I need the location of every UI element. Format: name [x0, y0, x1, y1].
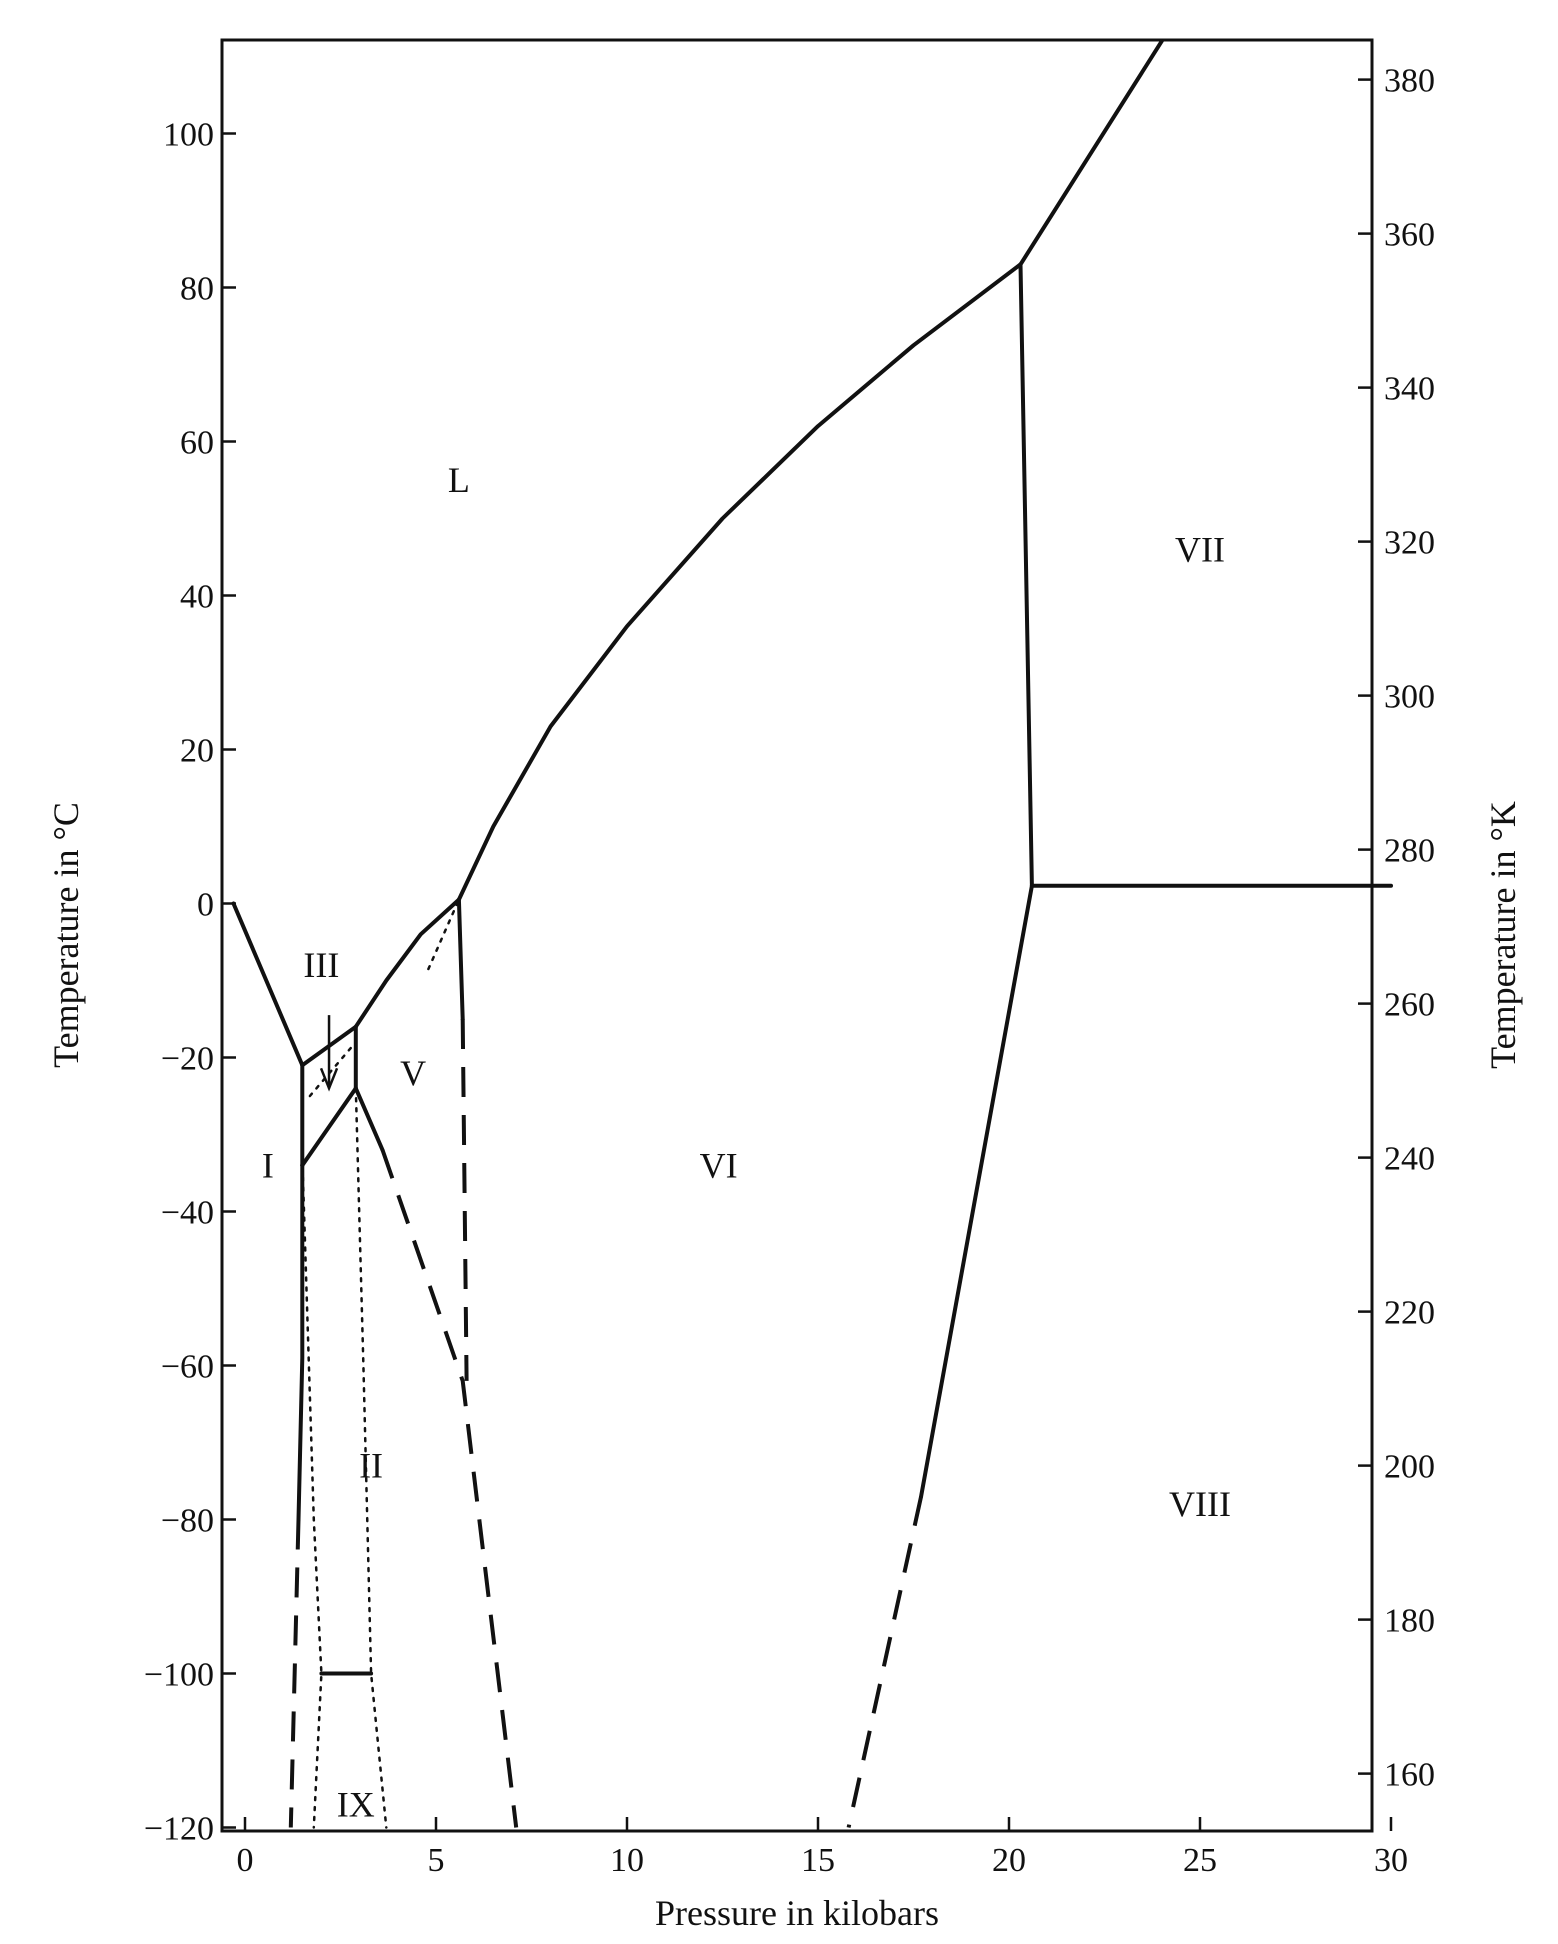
x-tick-label: 25 [1183, 1842, 1217, 1879]
x-tick-label: 5 [428, 1842, 445, 1879]
y-tick-label-right: 220 [1384, 1295, 1435, 1332]
y-tick-label-right: 200 [1384, 1449, 1435, 1486]
boundary-solid [353, 897, 461, 1029]
y-tick-label-right: 180 [1384, 1603, 1435, 1640]
boundary-solid [231, 901, 305, 1068]
boundary-dotted [308, 1040, 358, 1098]
region-label: III [303, 945, 339, 985]
region-label: VIII [1169, 1484, 1231, 1524]
boundary-solid [456, 262, 1023, 902]
y-tick-label-right: 240 [1384, 1141, 1435, 1178]
region-label: IX [337, 1784, 375, 1824]
y-axis-label-left: Temperature in °C [46, 802, 86, 1068]
region-label: VII [1175, 529, 1225, 569]
y-tick-label-right: 300 [1384, 679, 1435, 716]
axis-ticks: 0 5 10 15 20 25 30 −120 −100 −80 −60 −40 −20 0 20 40 60 8… [144, 63, 1435, 1879]
x-tick-label: 10 [610, 1842, 644, 1879]
region-label: I [262, 1145, 274, 1185]
y-tick-label-right: 380 [1384, 63, 1435, 100]
y-axis-label-right: Temperature in °K [1483, 801, 1523, 1069]
boundary-solid [296, 1163, 305, 1522]
region-label: II [359, 1446, 383, 1486]
plot-frame [220, 38, 1374, 1833]
y-tick-label-left: −100 [144, 1657, 214, 1694]
arrow-head [319, 1067, 339, 1092]
x-tick-label: 30 [1374, 1842, 1408, 1879]
y-tick-label-right: 320 [1384, 525, 1435, 562]
boundary-dashed [288, 1519, 301, 1828]
y-tick-label-right: 160 [1384, 1757, 1435, 1794]
region-arrow [319, 1015, 339, 1092]
y-tick-label-left: −40 [161, 1195, 214, 1232]
boundary-dashed [460, 1018, 469, 1381]
x-tick-label: 15 [801, 1842, 835, 1879]
y-tick-label-left: −20 [161, 1041, 214, 1078]
y-tick-label-left: −60 [161, 1349, 214, 1386]
region-label: VI [700, 1145, 738, 1185]
y-tick-label-right: 360 [1384, 217, 1435, 254]
y-tick-label-left: 20 [180, 733, 214, 770]
boundary-solid [353, 1086, 385, 1152]
boundary-dashed [846, 1495, 924, 1828]
y-tick-label-right: 280 [1384, 833, 1435, 870]
x-tick-label: 0 [237, 1842, 254, 1879]
y-tick-label-left: 80 [180, 271, 214, 308]
y-tick-label-left: −80 [161, 1503, 214, 1540]
boundary-solid [1018, 39, 1164, 267]
y-tick-label-left: 40 [180, 579, 214, 616]
x-axis-label: Pressure in kilobars [655, 1893, 939, 1933]
region-label: L [448, 460, 470, 500]
boundary-dotted [427, 898, 461, 971]
y-tick-label-right: 260 [1384, 987, 1435, 1024]
y-tick-label-left: 60 [180, 425, 214, 462]
boundary-solid [456, 897, 465, 1021]
x-tick-label: 20 [992, 1842, 1026, 1879]
region-label: V [400, 1053, 426, 1093]
y-tick-label-left: −120 [144, 1811, 214, 1848]
y-tick-label-right: 340 [1384, 371, 1435, 408]
boundary-dotted [301, 1156, 323, 1829]
boundary-solid [1018, 262, 1034, 888]
boundary-solid [919, 883, 1034, 1499]
boundary-dashed [380, 1149, 519, 1828]
y-tick-label-left: 100 [163, 117, 214, 154]
phase-boundaries [231, 39, 1393, 1829]
boundary-solid [300, 1086, 358, 1168]
boundary-dotted [354, 1087, 388, 1829]
y-tick-label-left: 0 [197, 887, 214, 924]
